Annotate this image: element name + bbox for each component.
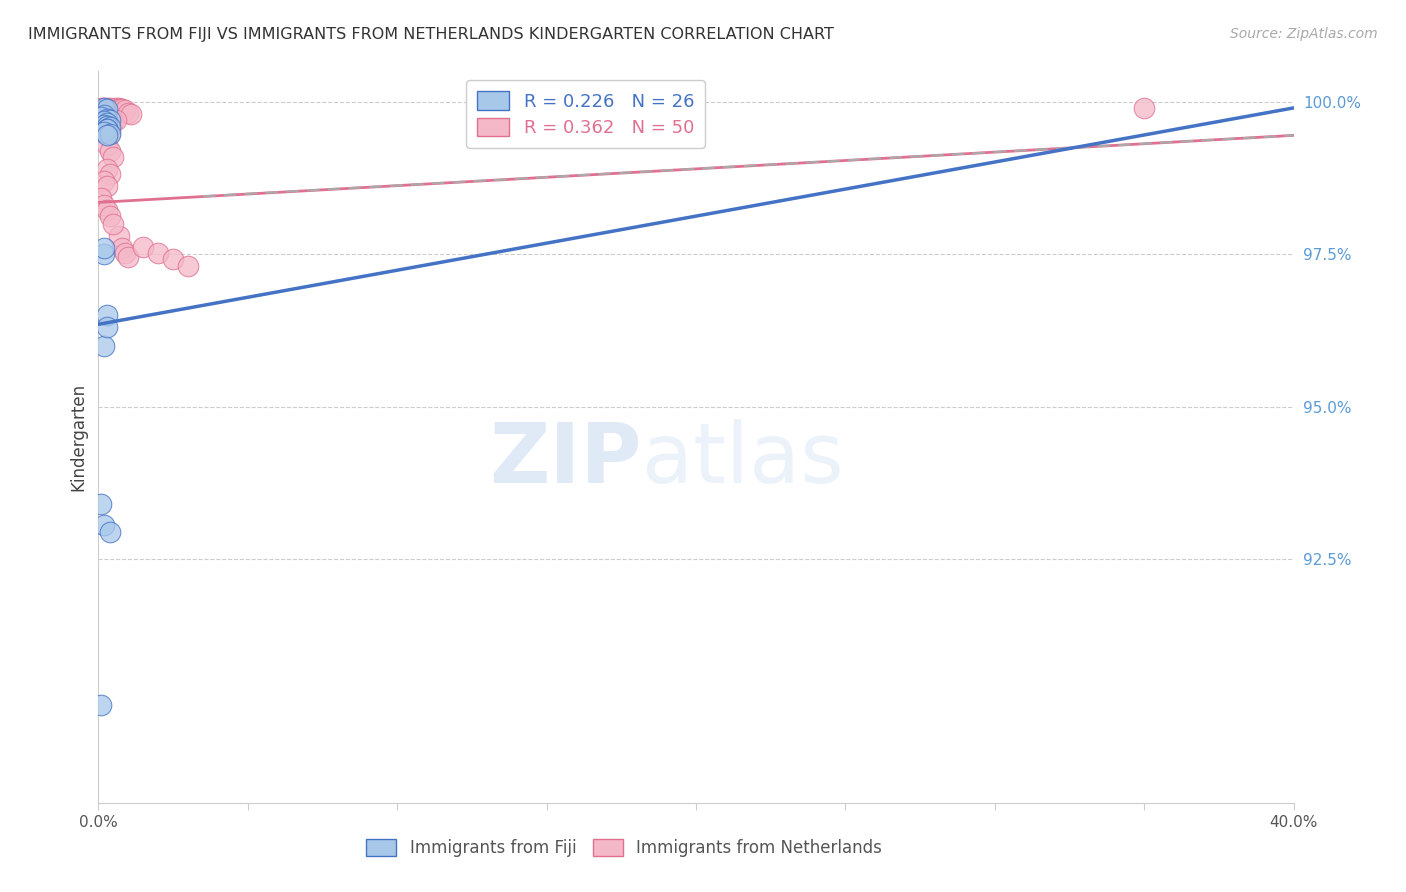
Point — [1133, 101, 1156, 115]
Point — [100, 116, 122, 130]
Point — [120, 107, 142, 121]
Point — [93, 241, 115, 255]
Point — [93, 103, 115, 118]
Point — [96, 102, 118, 116]
Point — [96, 122, 118, 136]
Point — [96, 128, 118, 143]
Point — [90, 101, 112, 115]
Point — [96, 122, 118, 136]
Text: atlas: atlas — [643, 418, 844, 500]
Point — [100, 524, 122, 539]
Point — [114, 246, 136, 260]
Point — [93, 125, 115, 139]
Y-axis label: Kindergarten: Kindergarten — [69, 383, 87, 491]
Point — [100, 125, 122, 139]
Point — [96, 119, 118, 133]
Point — [105, 113, 128, 128]
Point — [93, 118, 115, 132]
Point — [100, 101, 122, 115]
Point — [148, 246, 170, 260]
Point — [93, 198, 115, 212]
Point — [90, 191, 112, 205]
Point — [108, 101, 131, 115]
Point — [114, 103, 136, 118]
Point — [103, 107, 125, 121]
Point — [111, 102, 134, 116]
Point — [93, 120, 115, 135]
Point — [93, 112, 115, 126]
Point — [96, 124, 118, 138]
Point — [93, 101, 115, 115]
Point — [96, 112, 118, 126]
Text: Source: ZipAtlas.com: Source: ZipAtlas.com — [1230, 27, 1378, 41]
Point — [132, 240, 155, 254]
Point — [93, 108, 115, 122]
Text: IMMIGRANTS FROM FIJI VS IMMIGRANTS FROM NETHERLANDS KINDERGARTEN CORRELATION CHA: IMMIGRANTS FROM FIJI VS IMMIGRANTS FROM … — [28, 27, 834, 42]
Point — [90, 110, 112, 124]
Point — [96, 308, 118, 322]
Point — [100, 127, 122, 141]
Point — [105, 101, 128, 115]
Point — [96, 203, 118, 218]
Point — [103, 114, 125, 128]
Point — [162, 252, 184, 266]
Point — [93, 102, 115, 116]
Point — [177, 260, 200, 274]
Point — [108, 228, 131, 243]
Point — [103, 217, 125, 231]
Point — [90, 698, 112, 713]
Point — [96, 113, 118, 128]
Point — [93, 338, 115, 352]
Point — [93, 114, 115, 128]
Point — [96, 103, 118, 118]
Legend: Immigrants from Fiji, Immigrants from Netherlands: Immigrants from Fiji, Immigrants from Ne… — [360, 832, 889, 864]
Point — [100, 210, 122, 224]
Point — [93, 518, 115, 533]
Point — [93, 247, 115, 261]
Point — [117, 105, 139, 120]
Point — [93, 174, 115, 188]
Point — [105, 103, 128, 118]
Point — [103, 150, 125, 164]
Point — [90, 497, 112, 511]
Point — [108, 102, 131, 116]
Point — [93, 101, 115, 115]
Point — [90, 110, 112, 124]
Point — [96, 320, 118, 334]
Point — [96, 101, 118, 115]
Point — [117, 250, 139, 264]
Point — [111, 241, 134, 255]
Point — [90, 103, 112, 118]
Text: ZIP: ZIP — [489, 418, 643, 500]
Point — [96, 137, 118, 152]
Point — [90, 103, 112, 118]
Point — [100, 144, 122, 158]
Point — [100, 167, 122, 181]
Point — [100, 113, 122, 128]
Point — [90, 103, 112, 118]
Point — [100, 120, 122, 135]
Point — [96, 178, 118, 193]
Point — [96, 102, 118, 116]
Point — [96, 161, 118, 176]
Point — [96, 116, 118, 130]
Point — [103, 105, 125, 120]
